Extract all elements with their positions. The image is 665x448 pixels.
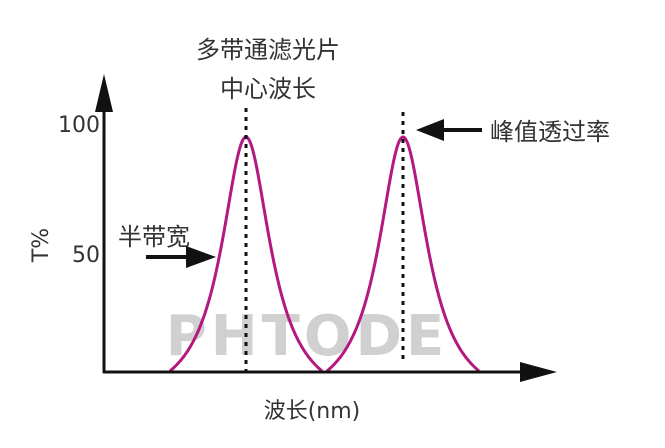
y-tick-100: 100 [58,113,100,138]
y-axis [95,74,113,373]
y-tick-50: 50 [72,243,100,268]
watermark: PHTODE [166,304,448,369]
peak-arrow [416,119,482,141]
x-axis-label: 波长(nm) [264,399,361,424]
passband-curve-2 [326,135,480,373]
x-axis [103,362,557,382]
fwhm-label: 半带宽 [118,223,190,251]
x-axis-arrowhead [520,362,557,382]
y-axis-arrowhead [95,74,113,112]
title-line-2: 中心波长 [220,75,316,103]
fwhm-arrow [146,246,216,268]
y-axis-label: T% [29,228,54,263]
peak-transmittance-label: 峰值透过率 [490,118,610,146]
title-line-1: 多带通滤光片 [196,36,340,64]
